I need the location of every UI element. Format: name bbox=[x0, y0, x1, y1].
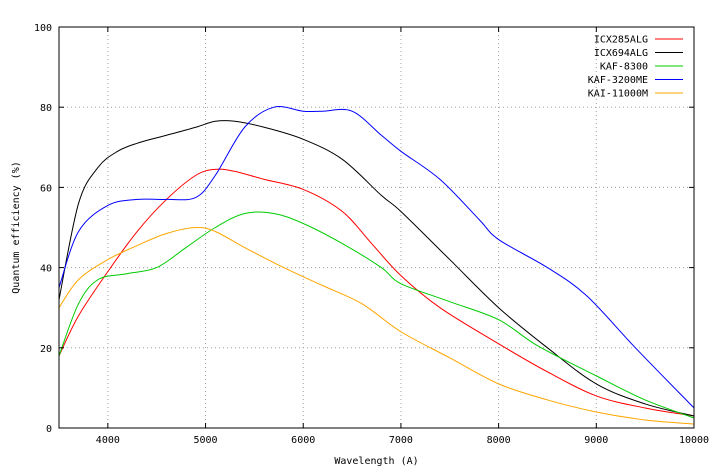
x-axis-label: Wavelength (A) bbox=[334, 456, 418, 467]
x-tick-label: 5000 bbox=[193, 435, 217, 446]
grid bbox=[59, 27, 694, 428]
x-tick-label: 7000 bbox=[389, 435, 413, 446]
y-tick-label: 40 bbox=[40, 264, 52, 275]
legend-label-kaf-3200me: KAF-3200ME bbox=[588, 75, 648, 86]
tick-labels: 4000 5000 6000 7000 8000 9000 10000 0 20 40 60 80 10… bbox=[34, 23, 709, 446]
y-tick-label: 100 bbox=[34, 23, 52, 34]
y-tick-label: 80 bbox=[40, 103, 52, 114]
series-lines bbox=[58, 106, 695, 425]
x-tick-label: 10000 bbox=[679, 435, 709, 446]
series-line-kaf-3200me bbox=[58, 106, 695, 409]
legend-label-kai-11000m: KAI-11000M bbox=[588, 89, 648, 100]
y-axis-label: Quantum efficiency (%) bbox=[11, 161, 22, 293]
legend-label-kaf-8300: KAF-8300 bbox=[600, 62, 648, 73]
y-tick-label: 0 bbox=[46, 424, 52, 435]
series-line-kaf-8300 bbox=[58, 211, 695, 419]
legend-label-icx285alg: ICX285ALG bbox=[594, 35, 648, 46]
y-tick-label: 20 bbox=[40, 344, 52, 355]
legend: ICX285ALG ICX694ALG KAF-8300 KAF-3200ME KAI-… bbox=[588, 35, 683, 100]
y-tick-label: 60 bbox=[40, 183, 52, 194]
x-tick-label: 8000 bbox=[487, 435, 511, 446]
series-line-kai-11000m bbox=[58, 226, 695, 425]
x-tick-label: 6000 bbox=[291, 435, 315, 446]
legend-label-icx694alg: ICX694ALG bbox=[594, 48, 648, 59]
series-line-icx694alg bbox=[58, 119, 695, 417]
series-line-icx285alg bbox=[58, 168, 695, 417]
plot-frame bbox=[58, 26, 695, 429]
plot-border bbox=[58, 26, 695, 429]
x-tick-label: 9000 bbox=[584, 435, 608, 446]
x-tick-label: 4000 bbox=[96, 435, 120, 446]
